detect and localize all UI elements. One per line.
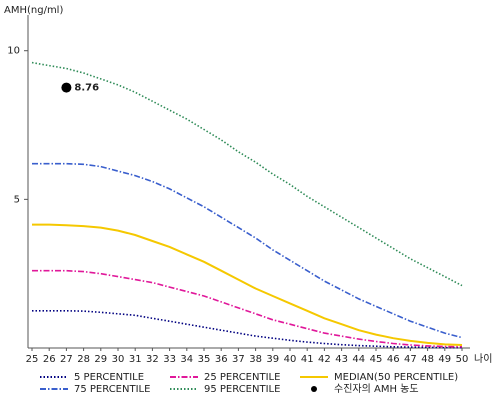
y-tick-label: 10 [7,46,20,57]
x-tick-label: 39 [266,354,279,365]
x-tick-label: 27 [60,354,73,365]
x-tick-label: 29 [94,354,107,365]
x-tick-label: 46 [387,354,400,365]
x-tick-label: 28 [77,354,90,365]
legend-label: 75 PERCENTILE [74,384,150,395]
x-tick-label: 43 [335,354,348,365]
x-tick-label: 42 [318,354,331,365]
x-tick-label: 49 [438,354,451,365]
legend-label: 25 PERCENTILE [204,372,280,383]
x-tick-label: 45 [370,354,383,365]
x-tick-label: 47 [404,354,417,365]
x-tick-label: 32 [146,354,159,365]
y-tick-label: 5 [14,194,20,205]
legend-label: MEDIAN(50 PERCENTILE) [334,372,458,383]
x-axis-label: 나이 [474,353,492,365]
x-tick-label: 35 [198,354,211,365]
x-tick-label: 37 [232,354,245,365]
x-tick-label: 40 [284,354,297,365]
series-line [32,269,463,348]
x-tick-label: 50 [456,354,469,365]
legend-label: 95 PERCENTILE [204,384,280,395]
x-tick-label: 33 [163,354,176,365]
x-tick-label: 44 [352,354,365,365]
x-tick-label: 36 [215,354,228,365]
x-tick-label: 26 [43,354,56,365]
legend-marker [311,386,317,392]
patient-marker [61,82,72,93]
series-line [31,61,463,287]
series-line [32,162,463,339]
x-tick-label: 34 [180,354,193,365]
legend-label: 5 PERCENTILE [74,372,144,383]
legend-label: 수진자의 AMH 농도 [334,383,419,395]
x-tick-label: 30 [112,354,125,365]
series-line [32,223,463,346]
patient-value-label: 8.76 [74,83,99,94]
x-tick-label: 41 [301,354,314,365]
x-tick-label: 48 [421,354,434,365]
x-tick-label: 31 [129,354,142,365]
y-axis-label: AMH(ng/ml) [4,5,63,16]
x-tick-label: 38 [249,354,262,365]
series-line [32,310,462,349]
x-tick-label: 25 [26,354,39,365]
